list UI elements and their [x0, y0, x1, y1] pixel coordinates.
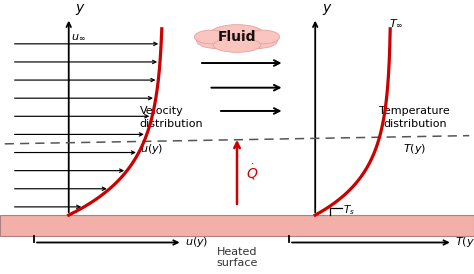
Text: y: y [76, 1, 84, 15]
Text: Velocity
distribution: Velocity distribution [140, 106, 203, 129]
Ellipse shape [194, 30, 228, 44]
Text: $T_\infty$: $T_\infty$ [389, 17, 403, 29]
Text: $T(y)$: $T(y)$ [455, 235, 474, 250]
Text: Fluid: Fluid [218, 30, 256, 44]
Ellipse shape [235, 34, 277, 49]
Text: Temperature
distribution: Temperature distribution [379, 106, 450, 129]
Text: $\dot{Q}$: $\dot{Q}$ [246, 162, 258, 182]
Text: y: y [322, 1, 330, 15]
Text: $u(y)$: $u(y)$ [185, 235, 208, 250]
Text: $u(y)$: $u(y)$ [140, 142, 163, 156]
Ellipse shape [197, 34, 239, 49]
Ellipse shape [246, 30, 280, 44]
Text: Heated
surface: Heated surface [216, 247, 258, 268]
Ellipse shape [210, 25, 264, 44]
Bar [0, 215, 474, 236]
Text: $T(y)$: $T(y)$ [403, 142, 426, 156]
Text: $u_\infty$: $u_\infty$ [71, 32, 86, 42]
Ellipse shape [213, 38, 261, 52]
Text: $T_s$: $T_s$ [343, 203, 355, 216]
